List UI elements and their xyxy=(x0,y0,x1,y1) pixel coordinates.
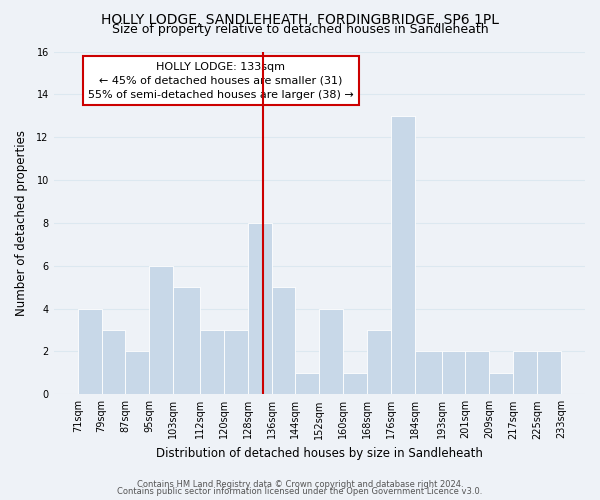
Bar xyxy=(367,330,391,394)
Bar xyxy=(319,308,343,394)
Bar xyxy=(200,330,224,394)
Bar xyxy=(489,373,513,394)
Bar xyxy=(173,287,200,395)
Bar xyxy=(513,352,537,395)
Bar xyxy=(391,116,415,394)
Bar xyxy=(466,352,489,395)
Bar xyxy=(415,352,442,395)
Bar xyxy=(101,330,125,394)
Bar xyxy=(125,352,149,395)
Text: HOLLY LODGE, SANDLEHEATH, FORDINGBRIDGE, SP6 1PL: HOLLY LODGE, SANDLEHEATH, FORDINGBRIDGE,… xyxy=(101,12,499,26)
Text: HOLLY LODGE: 133sqm
← 45% of detached houses are smaller (31)
55% of semi-detach: HOLLY LODGE: 133sqm ← 45% of detached ho… xyxy=(88,62,354,100)
Bar xyxy=(343,373,367,394)
Y-axis label: Number of detached properties: Number of detached properties xyxy=(15,130,28,316)
Bar xyxy=(537,352,561,395)
Bar xyxy=(295,373,319,394)
Text: Size of property relative to detached houses in Sandleheath: Size of property relative to detached ho… xyxy=(112,24,488,36)
Text: Contains HM Land Registry data © Crown copyright and database right 2024.: Contains HM Land Registry data © Crown c… xyxy=(137,480,463,489)
Bar xyxy=(224,330,248,394)
X-axis label: Distribution of detached houses by size in Sandleheath: Distribution of detached houses by size … xyxy=(156,447,483,460)
Bar xyxy=(78,308,101,394)
Text: Contains public sector information licensed under the Open Government Licence v3: Contains public sector information licen… xyxy=(118,487,482,496)
Bar xyxy=(149,266,173,394)
Bar xyxy=(272,287,295,395)
Bar xyxy=(442,352,466,395)
Bar xyxy=(248,223,272,394)
